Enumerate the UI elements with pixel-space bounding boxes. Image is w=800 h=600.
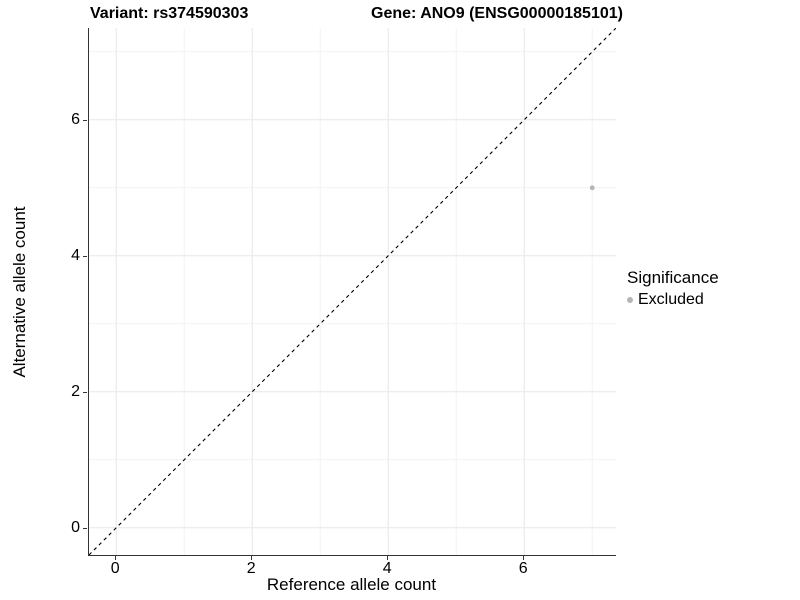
plot-panel — [88, 28, 616, 556]
y-tick-label: 2 — [71, 382, 80, 400]
y-tick-label: 0 — [71, 518, 80, 536]
y-tick-label: 6 — [71, 110, 80, 128]
y-axis-tick — [83, 527, 87, 529]
legend-title: Significance — [627, 268, 719, 287]
x-axis-tick — [251, 556, 253, 560]
x-tick-label: 4 — [382, 560, 392, 577]
y-axis-tick — [83, 119, 87, 121]
x-axis-tick — [387, 556, 389, 560]
identity-dashed-line — [89, 28, 616, 555]
y-tick-label: 4 — [71, 246, 80, 264]
plot-title-gene: Gene: ANO9 (ENSG00000185101) — [371, 5, 623, 22]
y-axis-tick — [83, 391, 87, 393]
x-axis-title: Reference allele count — [266, 575, 437, 594]
x-tick-label: 6 — [518, 560, 528, 577]
x-axis-tick — [523, 556, 525, 560]
legend-entry-label: Excluded — [638, 291, 704, 308]
x-axis-tick — [115, 556, 117, 560]
data-point-excluded — [589, 185, 595, 191]
plot-title-variant: Variant: rs374590303 — [90, 5, 249, 22]
legend-entry-excluded: Excluded — [627, 291, 719, 309]
excluded-point-icon — [627, 297, 633, 303]
x-tick-label: 0 — [110, 560, 120, 577]
y-axis-title: Alternative allele count — [10, 206, 29, 378]
legend: Significance Excluded — [627, 268, 719, 309]
scatter-plot-canvas — [89, 28, 616, 555]
y-axis-tick — [83, 255, 87, 257]
x-tick-label: 2 — [246, 560, 256, 577]
